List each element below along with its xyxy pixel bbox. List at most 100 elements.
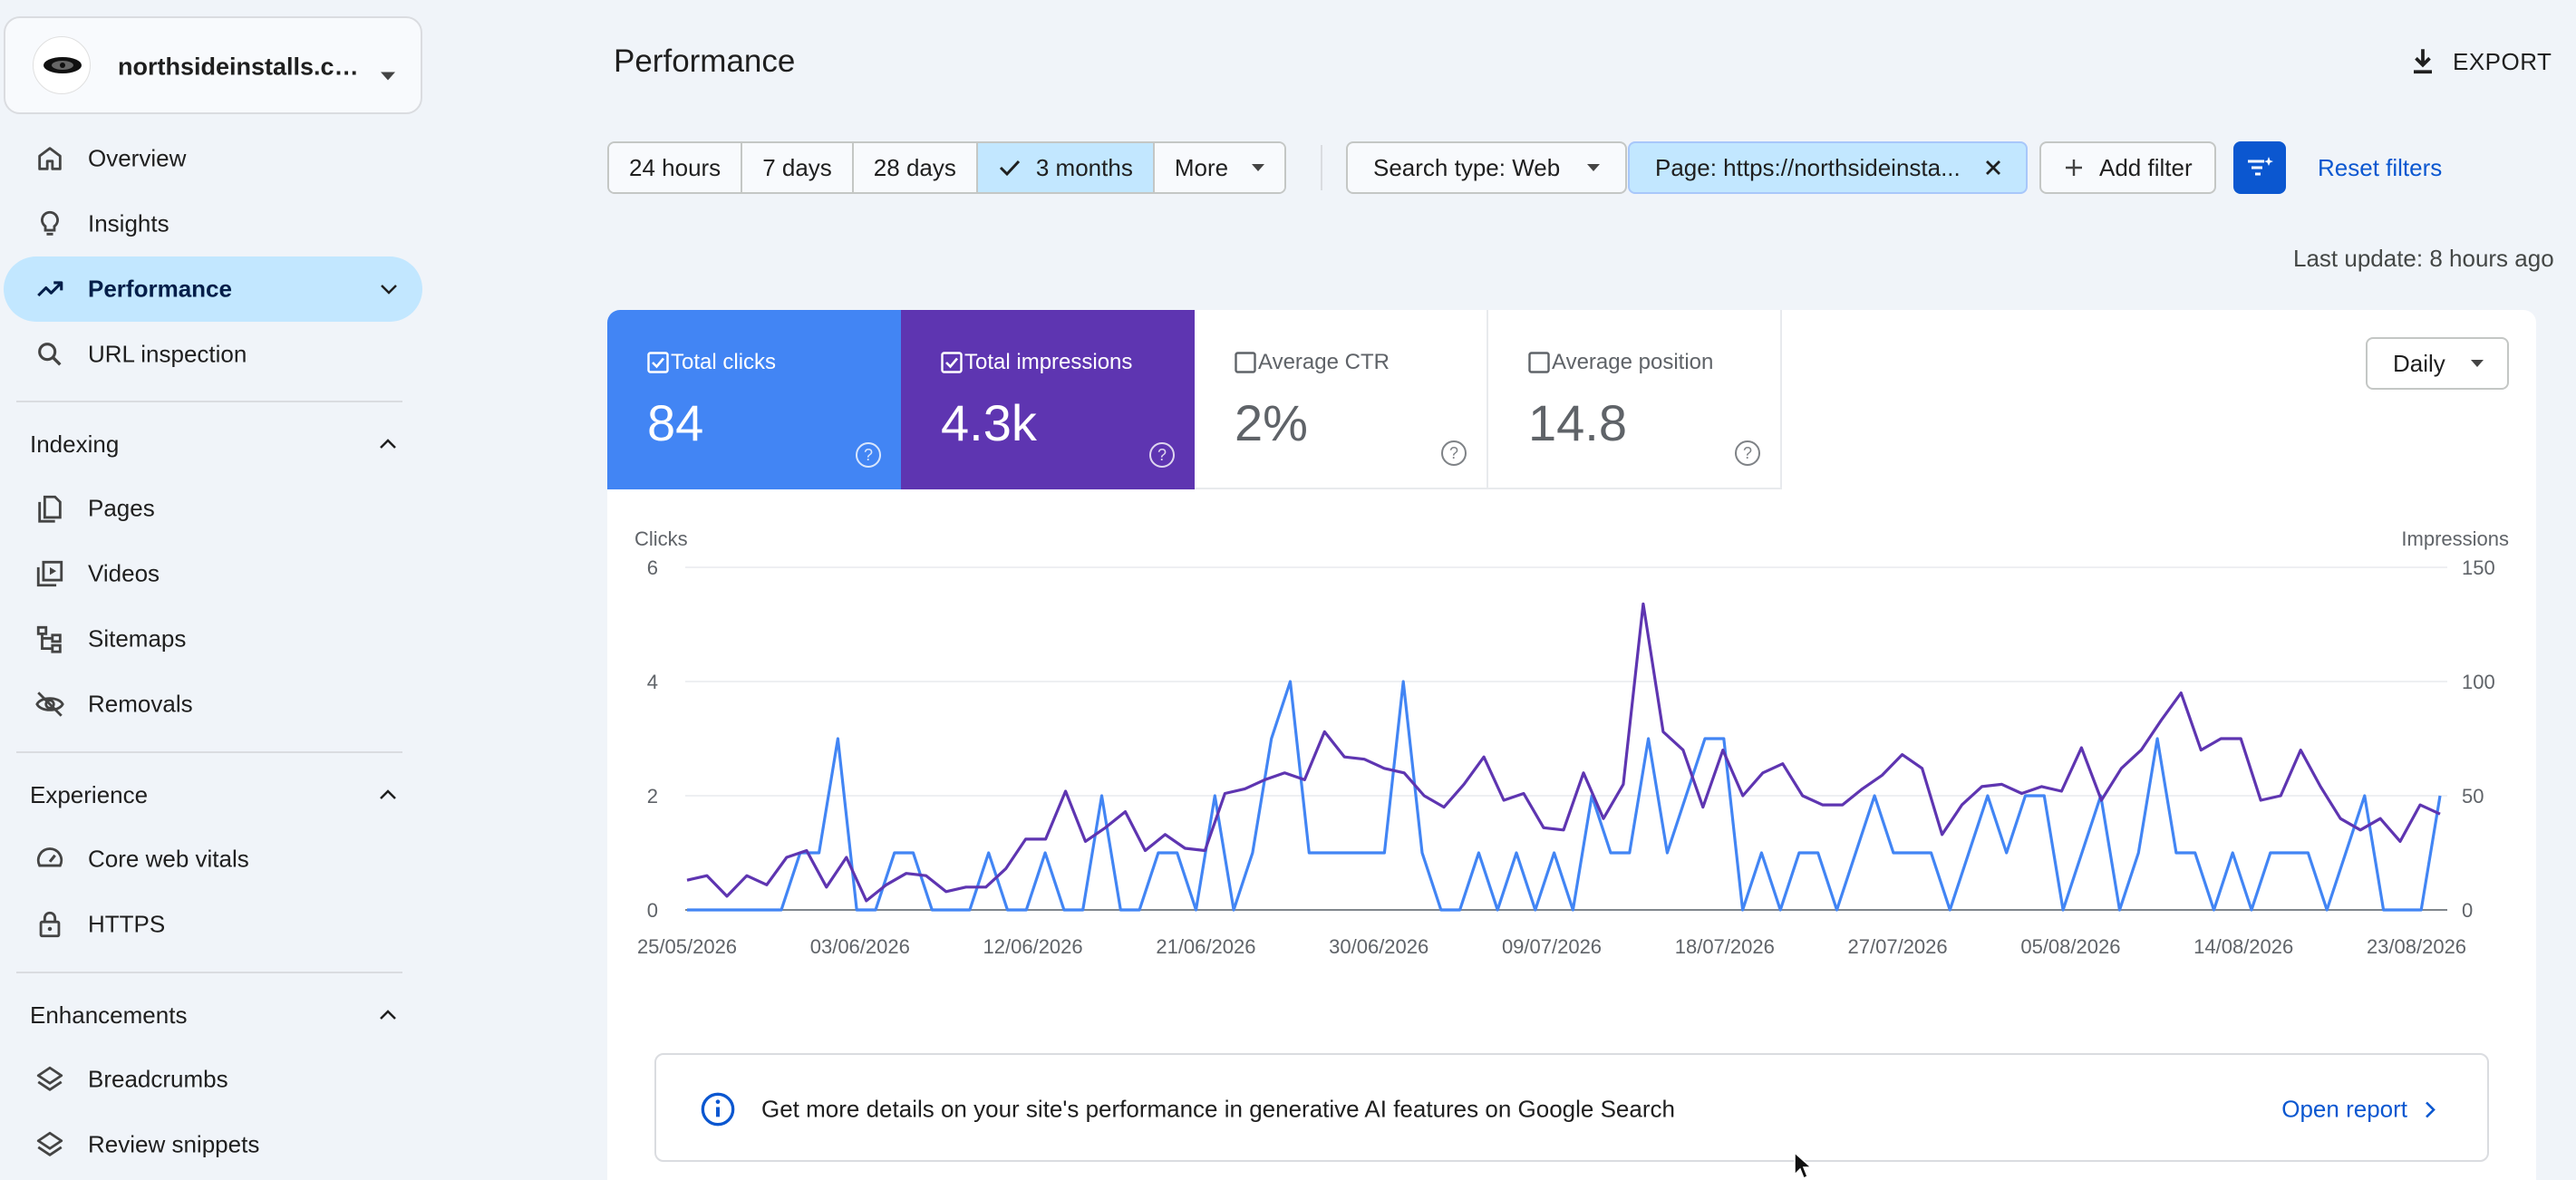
checkbox-checked-icon[interactable] (647, 352, 669, 373)
range-label: 28 days (873, 153, 956, 181)
range-7-days[interactable]: 7 days (742, 143, 854, 192)
sidebar-item-core-web-vitals[interactable]: Core web vitals (4, 827, 422, 892)
chevron-up-icon (380, 439, 396, 449)
sidebar-item-pages[interactable]: Pages (4, 476, 422, 541)
help-icon[interactable]: ? (856, 442, 881, 468)
lock-icon (39, 911, 61, 938)
metric-average-ctr[interactable]: Average CTR 2% ? (1195, 310, 1488, 489)
sidebar-divider (16, 751, 402, 753)
open-report-label: Open report (2281, 1095, 2407, 1123)
y-axis-label-right: Impressions (2401, 527, 2509, 550)
filter-separator (1321, 145, 1322, 190)
y-tick-label-left: 4 (647, 671, 658, 693)
trending-up-icon (37, 281, 63, 297)
page-filter-chip[interactable]: Page: https://northsideinsta... (1628, 141, 2028, 194)
chevron-up-icon (380, 1010, 396, 1020)
section-title: Indexing (30, 430, 120, 458)
performance-chart: Clicks Impressions 0 0 2 50 4 100 6 150 25/05/2026… (634, 527, 2509, 958)
sidebar-item-label: Performance (88, 275, 232, 303)
sidebar-item-https[interactable]: HTTPS (4, 892, 422, 957)
x-tick-label: 05/08/2026 (2020, 935, 2120, 958)
sidebar-divider (16, 401, 402, 402)
sidebar-item-label: Pages (88, 494, 155, 522)
sidebar-item-videos[interactable]: Videos (4, 541, 422, 606)
download-icon (2414, 49, 2432, 74)
section-experience[interactable]: Experience (30, 777, 411, 813)
sidebar-item-label: Core web vitals (88, 845, 249, 873)
range-more-dropdown[interactable]: More (1154, 143, 1285, 192)
caret-down-icon (2471, 360, 2484, 367)
help-icon[interactable]: ? (1441, 440, 1467, 466)
y-tick-label-right: 50 (2462, 785, 2484, 808)
sidebar-item-insights[interactable]: Insights (4, 191, 422, 256)
date-range-selector: 24 hours 7 days 28 days 3 months More (607, 141, 1287, 194)
sidebar-item-review-snippets[interactable]: Review snippets (4, 1112, 422, 1177)
chevron-right-icon (2426, 1101, 2436, 1117)
export-label: EXPORT (2453, 47, 2552, 75)
x-tick-label: 21/06/2026 (1156, 935, 1255, 958)
mouse-cursor-icon (1794, 1151, 1813, 1180)
filter-settings-button[interactable] (2233, 141, 2286, 194)
chevron-up-icon (380, 789, 396, 799)
metric-value: 14.8 (1528, 394, 1627, 451)
y-tick-label-left: 2 (647, 785, 658, 808)
help-icon[interactable]: ? (1149, 442, 1175, 468)
sidebar-item-label: Review snippets (88, 1130, 260, 1158)
sitemap-icon (36, 625, 62, 653)
x-tick-label: 18/07/2026 (1675, 935, 1775, 958)
search-type-dropdown[interactable]: Search type: Web (1346, 141, 1628, 194)
section-title: Experience (30, 780, 149, 808)
metric-total-clicks[interactable]: Total clicks 84 ? (607, 310, 901, 489)
granularity-dropdown[interactable]: Daily (2366, 337, 2509, 390)
sidebar-item-performance[interactable]: Performance (4, 256, 422, 322)
sidebar-divider (16, 972, 402, 973)
granularity-label: Daily (2393, 349, 2445, 377)
checkbox-unchecked-icon[interactable] (1235, 352, 1256, 373)
sidebar-item-label: Breadcrumbs (88, 1065, 228, 1093)
range-label: 7 days (762, 153, 832, 181)
sidebar: northsideinstalls.com.au Overview Insigh… (0, 0, 431, 1180)
reset-filters-link[interactable]: Reset filters (2318, 154, 2443, 181)
section-title: Enhancements (30, 1001, 188, 1029)
metric-total-impressions[interactable]: Total impressions 4.3k ? (901, 310, 1195, 489)
range-3-months[interactable]: 3 months (977, 143, 1155, 192)
lightbulb-icon (41, 210, 59, 236)
visibility-off-icon (35, 692, 64, 717)
sidebar-item-overview[interactable]: Overview (4, 126, 422, 191)
last-update-text: Last update: 8 hours ago (2293, 245, 2554, 272)
filter-list-icon (2248, 157, 2273, 176)
export-button[interactable]: EXPORT (2409, 42, 2552, 82)
property-name: northsideinstalls.com.au (118, 53, 373, 81)
sidebar-item-url-inspection[interactable]: URL inspection (4, 322, 422, 387)
sidebar-item-label: Overview (88, 144, 187, 172)
add-filter-button[interactable]: Add filter (2039, 141, 2216, 194)
open-report-link[interactable]: Open report (2281, 1096, 2436, 1124)
section-enhancements[interactable]: Enhancements (30, 997, 411, 1033)
checkbox-unchecked-icon[interactable] (1528, 352, 1550, 373)
range-24-hours[interactable]: 24 hours (609, 143, 743, 192)
section-indexing[interactable]: Indexing (30, 426, 411, 462)
banner-text: Get more details on your site's performa… (761, 1095, 1675, 1123)
property-selector[interactable]: northsideinstalls.com.au (4, 16, 422, 114)
sidebar-item-sitemaps[interactable]: Sitemaps (4, 606, 422, 672)
sidebar-item-removals[interactable]: Removals (4, 672, 422, 737)
help-icon[interactable]: ? (1735, 440, 1760, 466)
metric-label: Total clicks (671, 350, 777, 374)
video-library-icon (36, 560, 63, 587)
y-tick-label-left: 6 (647, 556, 658, 579)
add-filter-label: Add filter (2099, 153, 2193, 181)
x-tick-label: 12/06/2026 (983, 935, 1083, 958)
checkbox-checked-icon[interactable] (941, 352, 963, 373)
y-tick-label-right: 0 (2462, 899, 2473, 922)
range-label: 24 hours (629, 153, 721, 181)
range-28-days[interactable]: 28 days (853, 143, 978, 192)
sidebar-item-breadcrumbs[interactable]: Breadcrumbs (4, 1047, 422, 1112)
sidebar-item-label: Insights (88, 209, 169, 237)
metric-average-position[interactable]: Average position 14.8 ? (1488, 310, 1782, 489)
metric-label: Average position (1552, 350, 1714, 374)
series-line-impressions (686, 602, 2441, 903)
performance-card: Total clicks 84 ? Total impressions 4.3k… (607, 310, 2536, 1180)
close-icon[interactable] (1984, 159, 2002, 177)
chevron-down-icon[interactable] (379, 283, 399, 295)
sidebar-item-label: Videos (88, 559, 160, 587)
